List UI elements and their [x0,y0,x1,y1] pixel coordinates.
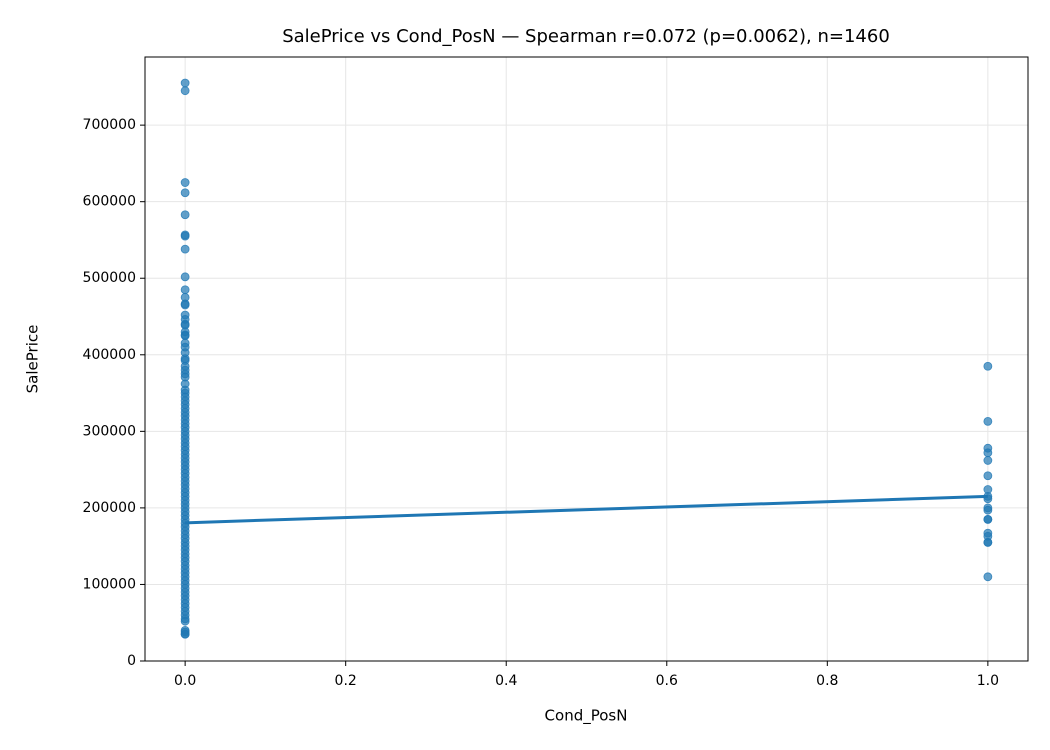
scatter-point [180,300,190,310]
chart-title: SalePrice vs Cond_PosN — Spearman r=0.07… [282,26,890,47]
scatter-point [180,231,190,241]
scatter-point [180,285,190,295]
x-axis-label: Cond_PosN [545,707,628,726]
scatter-point [180,331,190,341]
scatter-point [180,78,190,88]
scatter-point [983,448,993,458]
y-tick-label: 600000 [83,194,136,210]
scatter-point [983,514,993,524]
y-tick-label: 200000 [83,500,136,516]
scatter-point [983,361,993,371]
scatter-point [983,537,993,547]
x-tick-label: 1.0 [977,673,999,689]
plot-frame [144,56,1029,662]
scatter-point [180,272,190,282]
y-tick-label: 700000 [83,117,136,133]
y-axis-label: SalePrice [24,325,42,394]
scatter-point [983,505,993,515]
y-tick-label: 300000 [83,423,136,439]
scatter-point [180,188,190,198]
scatter-point [983,416,993,426]
x-tick-label: 0.6 [656,673,678,689]
scatter-point [983,572,993,582]
scatter-point [180,244,190,254]
scatter-point [180,178,190,187]
y-tick-label: 400000 [83,347,136,363]
y-tick-label: 0 [127,653,136,669]
y-tick-label: 100000 [83,576,136,592]
scatter-point [983,471,993,481]
x-tick-label: 0.8 [816,673,838,689]
x-tick-label: 0.0 [174,673,196,689]
y-tick-label: 500000 [83,270,136,286]
x-tick-label: 0.2 [335,673,357,689]
scatter-point [180,616,190,626]
x-tick-label: 0.4 [495,673,517,689]
scatter-point [983,456,993,465]
scatter-point [180,629,190,639]
scatter-point [180,86,190,96]
regression-line [185,494,988,525]
scatter-point [180,210,190,220]
